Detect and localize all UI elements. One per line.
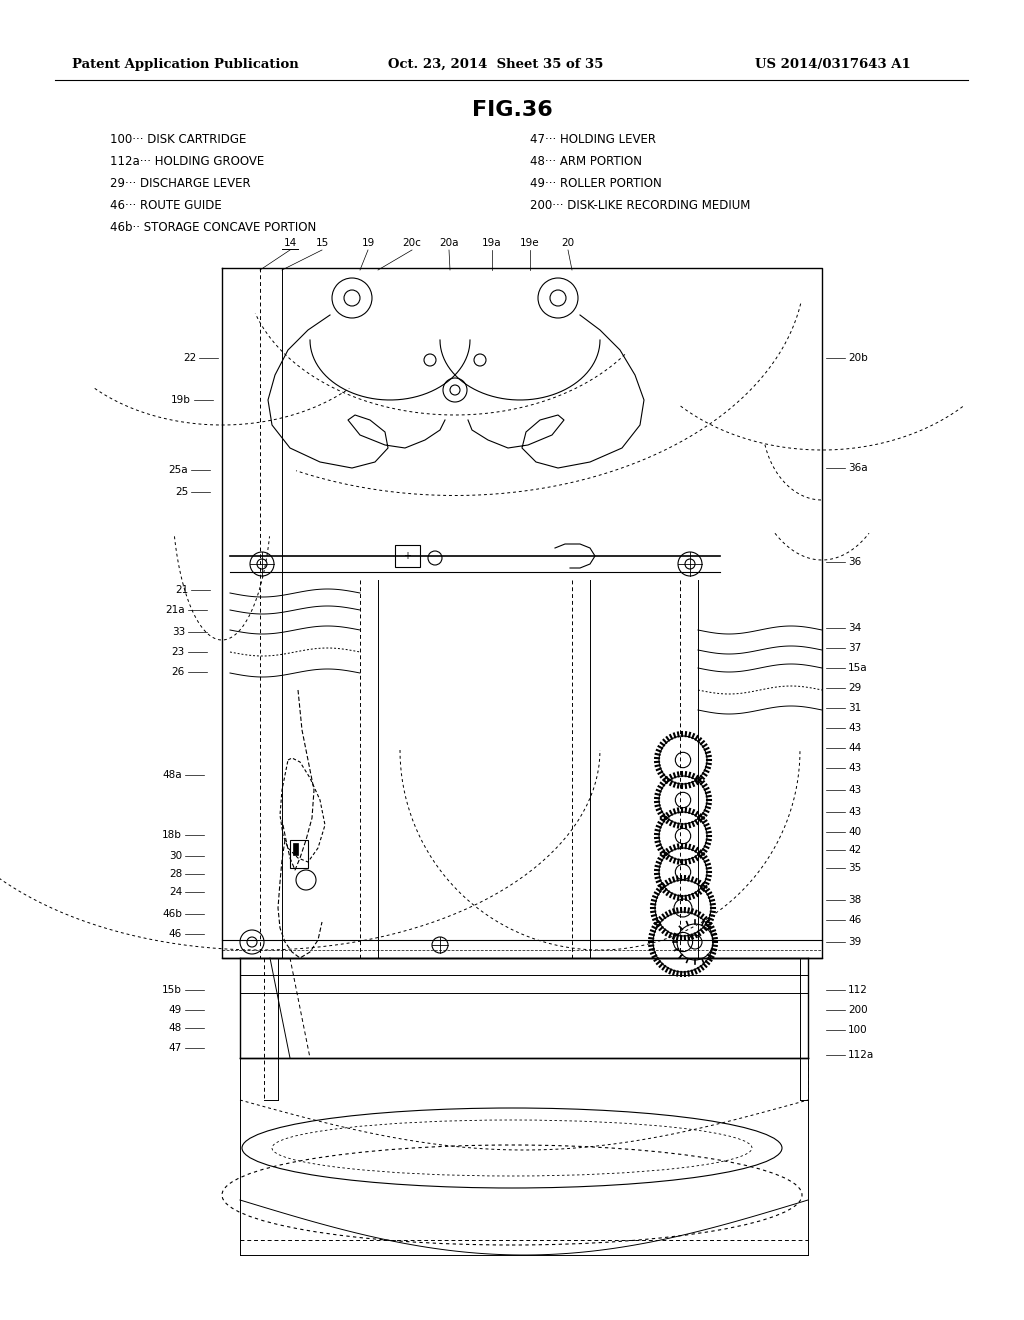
Text: 46··· ROUTE GUIDE: 46··· ROUTE GUIDE <box>110 199 222 213</box>
Text: 46: 46 <box>848 915 861 925</box>
Text: 44: 44 <box>848 743 861 752</box>
Text: 24: 24 <box>169 887 182 898</box>
Text: +: + <box>403 550 411 561</box>
Text: 46b·· STORAGE CONCAVE PORTION: 46b·· STORAGE CONCAVE PORTION <box>110 220 316 234</box>
Bar <box>395 545 420 568</box>
Text: 29: 29 <box>848 682 861 693</box>
Text: 20c: 20c <box>402 238 422 248</box>
Text: 14: 14 <box>284 238 297 248</box>
Text: 18b: 18b <box>162 830 182 840</box>
Text: Patent Application Publication: Patent Application Publication <box>72 58 299 71</box>
Text: 36a: 36a <box>848 463 867 473</box>
Bar <box>293 843 298 855</box>
Text: 26: 26 <box>172 667 185 677</box>
Text: 23: 23 <box>172 647 185 657</box>
Text: 43: 43 <box>848 785 861 795</box>
Text: 200: 200 <box>848 1005 867 1015</box>
Text: 36: 36 <box>848 557 861 568</box>
Text: 30: 30 <box>169 851 182 861</box>
Text: US 2014/0317643 A1: US 2014/0317643 A1 <box>755 58 910 71</box>
Text: 43: 43 <box>848 763 861 774</box>
Text: 43: 43 <box>848 723 861 733</box>
Text: 112a··· HOLDING GROOVE: 112a··· HOLDING GROOVE <box>110 154 264 168</box>
Text: 112: 112 <box>848 985 868 995</box>
Text: 15b: 15b <box>162 985 182 995</box>
Text: 21a: 21a <box>165 605 185 615</box>
Text: 48··· ARM PORTION: 48··· ARM PORTION <box>530 154 642 168</box>
Text: Oct. 23, 2014  Sheet 35 of 35: Oct. 23, 2014 Sheet 35 of 35 <box>388 58 603 71</box>
Text: 42: 42 <box>848 845 861 855</box>
Text: 100··· DISK CARTRIDGE: 100··· DISK CARTRIDGE <box>110 133 247 147</box>
Text: 31: 31 <box>848 704 861 713</box>
Text: 112a: 112a <box>848 1049 874 1060</box>
Text: 100: 100 <box>848 1026 867 1035</box>
Text: 19e: 19e <box>520 238 540 248</box>
Text: 48: 48 <box>169 1023 182 1034</box>
Text: 15: 15 <box>315 238 329 248</box>
Text: 43: 43 <box>848 807 861 817</box>
Text: 20b: 20b <box>848 352 867 363</box>
Text: 34: 34 <box>848 623 861 634</box>
Text: 46b: 46b <box>162 909 182 919</box>
Text: 47··· HOLDING LEVER: 47··· HOLDING LEVER <box>530 133 656 147</box>
Text: 19b: 19b <box>171 395 191 405</box>
Text: 20: 20 <box>561 238 574 248</box>
Text: 29··· DISCHARGE LEVER: 29··· DISCHARGE LEVER <box>110 177 251 190</box>
Text: 22: 22 <box>182 352 196 363</box>
Text: 48a: 48a <box>163 770 182 780</box>
Text: 15a: 15a <box>848 663 867 673</box>
Bar <box>290 840 308 869</box>
Text: 39: 39 <box>848 937 861 946</box>
Text: 20a: 20a <box>439 238 459 248</box>
Text: FIG.36: FIG.36 <box>472 100 552 120</box>
Text: 21: 21 <box>175 585 188 595</box>
Text: 46: 46 <box>169 929 182 939</box>
Text: 19a: 19a <box>482 238 502 248</box>
Text: 28: 28 <box>169 869 182 879</box>
Text: 47: 47 <box>169 1043 182 1053</box>
Text: 19: 19 <box>361 238 375 248</box>
Text: 33: 33 <box>172 627 185 638</box>
Text: 40: 40 <box>848 828 861 837</box>
Text: 25: 25 <box>175 487 188 498</box>
Text: 49··· ROLLER PORTION: 49··· ROLLER PORTION <box>530 177 662 190</box>
Text: 38: 38 <box>848 895 861 906</box>
Text: 35: 35 <box>848 863 861 873</box>
Text: 49: 49 <box>169 1005 182 1015</box>
Text: 25a: 25a <box>168 465 188 475</box>
Text: 200··· DISK-LIKE RECORDING MEDIUM: 200··· DISK-LIKE RECORDING MEDIUM <box>530 199 751 213</box>
Text: 37: 37 <box>848 643 861 653</box>
